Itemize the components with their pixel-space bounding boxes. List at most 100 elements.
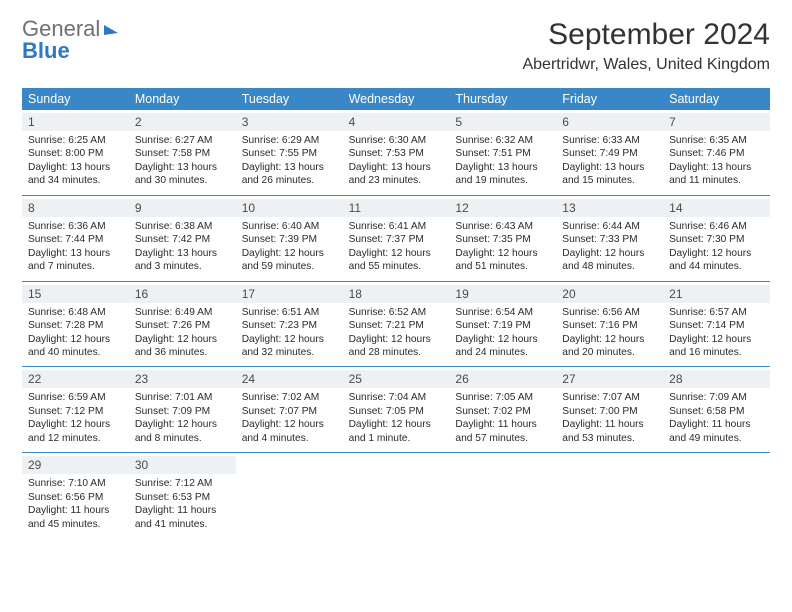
- calendar-day: [343, 453, 450, 538]
- calendar-day: [449, 453, 556, 538]
- calendar-day: 14 Sunrise: 6:46 AMSunset: 7:30 PMDayligh…: [663, 196, 770, 281]
- day-detail-line: Sunrise: 6:25 AM: [28, 134, 123, 147]
- day-detail-line: and 30 minutes.: [135, 174, 230, 187]
- day-detail-line: Sunrise: 6:46 AM: [669, 220, 764, 233]
- calendar-day: 4Sunrise: 6:30 AMSunset: 7:53 PMDaylight…: [343, 110, 450, 195]
- day-details: Sunrise: 6:43 AMSunset: 7:35 PMDaylight:…: [455, 220, 550, 274]
- day-details: Sunrise: 6:41 AMSunset: 7:37 PMDaylight:…: [349, 220, 444, 274]
- day-number: 2: [129, 113, 236, 131]
- calendar-day: 10Sunrise: 6:40 AMSunset: 7:39 PMDayligh…: [236, 196, 343, 281]
- day-detail-line: and 23 minutes.: [349, 174, 444, 187]
- day-detail-line: and 8 minutes.: [135, 432, 230, 445]
- day-detail-line: Sunrise: 6:36 AM: [28, 220, 123, 233]
- day-details: Sunrise: 6:51 AMSunset: 7:23 PMDaylight:…: [242, 306, 337, 360]
- calendar-day: 26Sunrise: 7:05 AMSunset: 7:02 PMDayligh…: [449, 367, 556, 452]
- day-detail-line: and 12 minutes.: [28, 432, 123, 445]
- day-number: 18: [343, 285, 450, 303]
- calendar: Sunday Monday Tuesday Wednesday Thursday…: [22, 88, 770, 538]
- day-detail-line: Sunset: 8:00 PM: [28, 147, 123, 160]
- day-number: 27: [556, 370, 663, 388]
- day-details: Sunrise: 6:36 AMSunset: 7:44 PMDaylight:…: [28, 220, 123, 274]
- topbar: General Blue September 2024 Abertridwr, …: [22, 18, 770, 74]
- day-details: Sunrise: 7:02 AMSunset: 7:07 PMDaylight:…: [242, 391, 337, 445]
- day-detail-line: Sunrise: 6:33 AM: [562, 134, 657, 147]
- title-block: September 2024 Abertridwr, Wales, United…: [522, 18, 770, 74]
- calendar-day: 9Sunrise: 6:38 AMSunset: 7:42 PMDaylight…: [129, 196, 236, 281]
- day-number: 7: [663, 113, 770, 131]
- day-detail-line: Daylight: 11 hours: [135, 504, 230, 517]
- day-detail-line: Sunrise: 7:09 AM: [669, 391, 764, 404]
- day-detail-line: Daylight: 11 hours: [28, 504, 123, 517]
- calendar-day: 24Sunrise: 7:02 AMSunset: 7:07 PMDayligh…: [236, 367, 343, 452]
- calendar-day: 13Sunrise: 6:44 AMSunset: 7:33 PMDayligh…: [556, 196, 663, 281]
- calendar-day: 20Sunrise: 6:56 AMSunset: 7:16 PMDayligh…: [556, 282, 663, 367]
- day-detail-line: Sunrise: 7:02 AM: [242, 391, 337, 404]
- day-detail-line: Sunset: 6:58 PM: [669, 405, 764, 418]
- calendar-day: 12Sunrise: 6:43 AMSunset: 7:35 PMDayligh…: [449, 196, 556, 281]
- calendar-week: 22Sunrise: 6:59 AMSunset: 7:12 PMDayligh…: [22, 367, 770, 453]
- calendar-day: 3Sunrise: 6:29 AMSunset: 7:55 PMDaylight…: [236, 110, 343, 195]
- day-detail-line: and 34 minutes.: [28, 174, 123, 187]
- day-number: 14: [663, 199, 770, 217]
- day-detail-line: and 19 minutes.: [455, 174, 550, 187]
- day-number: 25: [343, 370, 450, 388]
- calendar-day: 15Sunrise: 6:48 AMSunset: 7:28 PMDayligh…: [22, 282, 129, 367]
- brand-triangle-icon: [104, 23, 118, 35]
- day-detail-line: and 48 minutes.: [562, 260, 657, 273]
- day-detail-line: Sunrise: 7:01 AM: [135, 391, 230, 404]
- day-detail-line: Daylight: 12 hours: [242, 418, 337, 431]
- day-details: Sunrise: 6:25 AMSunset: 8:00 PMDaylight:…: [28, 134, 123, 188]
- day-number: 6: [556, 113, 663, 131]
- day-number: 3: [236, 113, 343, 131]
- day-detail-line: Daylight: 13 hours: [455, 161, 550, 174]
- day-detail-line: Sunset: 7:05 PM: [349, 405, 444, 418]
- day-detail-line: and 53 minutes.: [562, 432, 657, 445]
- day-detail-line: Daylight: 12 hours: [242, 247, 337, 260]
- calendar-day: 25Sunrise: 7:04 AMSunset: 7:05 PMDayligh…: [343, 367, 450, 452]
- day-number: 4: [343, 113, 450, 131]
- day-details: Sunrise: 6:40 AMSunset: 7:39 PMDaylight:…: [242, 220, 337, 274]
- calendar-day: 7Sunrise: 6:35 AMSunset: 7:46 PMDaylight…: [663, 110, 770, 195]
- calendar-day: 16Sunrise: 6:49 AMSunset: 7:26 PMDayligh…: [129, 282, 236, 367]
- day-details: Sunrise: 6:44 AMSunset: 7:33 PMDaylight:…: [562, 220, 657, 274]
- day-detail-line: and 40 minutes.: [28, 346, 123, 359]
- day-detail-line: Sunrise: 6:49 AM: [135, 306, 230, 319]
- day-detail-line: Sunrise: 6:48 AM: [28, 306, 123, 319]
- day-detail-line: Sunset: 7:58 PM: [135, 147, 230, 160]
- day-details: Sunrise: 6:46 AMSunset: 7:30 PMDaylight:…: [669, 220, 764, 274]
- day-detail-line: Sunrise: 6:29 AM: [242, 134, 337, 147]
- day-detail-line: Sunset: 7:53 PM: [349, 147, 444, 160]
- calendar-day: 8Sunrise: 6:36 AMSunset: 7:44 PMDaylight…: [22, 196, 129, 281]
- calendar-day: [663, 453, 770, 538]
- day-detail-line: Sunrise: 7:05 AM: [455, 391, 550, 404]
- weekday-label: Saturday: [663, 88, 770, 110]
- calendar-day: 17 Sunrise: 6:51 AMSunset: 7:23 PMDayligh…: [236, 282, 343, 367]
- day-details: Sunrise: 6:56 AMSunset: 7:16 PMDaylight:…: [562, 306, 657, 360]
- day-number: 26: [449, 370, 556, 388]
- day-details: Sunrise: 6:27 AMSunset: 7:58 PMDaylight:…: [135, 134, 230, 188]
- day-detail-line: Sunset: 7:23 PM: [242, 319, 337, 332]
- day-number: 19: [449, 285, 556, 303]
- day-detail-line: Daylight: 11 hours: [562, 418, 657, 431]
- day-detail-line: Sunrise: 7:10 AM: [28, 477, 123, 490]
- day-detail-line: Sunset: 6:53 PM: [135, 491, 230, 504]
- calendar-day: 18Sunrise: 6:52 AMSunset: 7:21 PMDayligh…: [343, 282, 450, 367]
- calendar-day: 2 Sunrise: 6:27 AMSunset: 7:58 PMDaylight…: [129, 110, 236, 195]
- day-detail-line: Daylight: 12 hours: [562, 247, 657, 260]
- day-number: 15: [22, 285, 129, 303]
- calendar-day: 27Sunrise: 7:07 AMSunset: 7:00 PMDayligh…: [556, 367, 663, 452]
- day-detail-line: Sunrise: 6:56 AM: [562, 306, 657, 319]
- day-details: Sunrise: 7:09 AMSunset: 6:58 PMDaylight:…: [669, 391, 764, 445]
- day-number: 17: [236, 285, 343, 303]
- day-detail-line: Sunset: 7:46 PM: [669, 147, 764, 160]
- calendar-day: 19Sunrise: 6:54 AMSunset: 7:19 PMDayligh…: [449, 282, 556, 367]
- day-detail-line: Daylight: 11 hours: [669, 418, 764, 431]
- weekday-label: Monday: [129, 88, 236, 110]
- day-detail-line: and 45 minutes.: [28, 518, 123, 531]
- weekday-label: Friday: [556, 88, 663, 110]
- day-detail-line: Daylight: 12 hours: [455, 333, 550, 346]
- day-detail-line: Daylight: 13 hours: [135, 161, 230, 174]
- day-detail-line: and 1 minute.: [349, 432, 444, 445]
- day-number: 30: [129, 456, 236, 474]
- day-detail-line: Daylight: 12 hours: [455, 247, 550, 260]
